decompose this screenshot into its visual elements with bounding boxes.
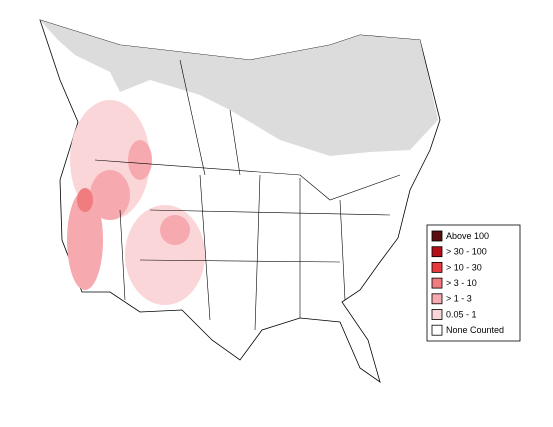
- abundance-area: [128, 140, 152, 180]
- legend-swatch: [431, 277, 443, 289]
- legend-label: 0.05 - 1: [446, 309, 477, 319]
- map: [39, 19, 441, 383]
- legend-label: > 30 - 100: [446, 247, 487, 257]
- abundance-area: [160, 215, 190, 245]
- legend-box: [426, 224, 521, 342]
- border: [119, 59, 391, 331]
- legend: Above 100 > 30 - 100 > 10 - 30 > 3 - 10 > 1 …: [426, 224, 521, 342]
- boundaries: [94, 59, 401, 331]
- legend-swatch: [431, 293, 443, 305]
- legend-swatch: [431, 230, 443, 242]
- legend-label: None Counted: [446, 325, 504, 335]
- legend-label: > 1 - 3: [446, 294, 472, 304]
- abundance-area: [67, 190, 103, 290]
- abundance-regions: [67, 100, 205, 305]
- legend-swatch: [431, 324, 443, 336]
- abundance-area: [90, 170, 130, 220]
- legend-label: Above 100: [446, 231, 489, 241]
- legend-swatch: [431, 246, 443, 258]
- legend-swatch: [431, 309, 443, 320]
- legend-swatch: [431, 261, 443, 273]
- abundance-area: [70, 100, 150, 220]
- no-data-region: [40, 20, 438, 156]
- legend-label: > 10 - 30: [446, 262, 482, 272]
- border: [94, 159, 401, 201]
- legend-label: > 3 - 10: [446, 278, 477, 288]
- abundance-area: [77, 188, 93, 212]
